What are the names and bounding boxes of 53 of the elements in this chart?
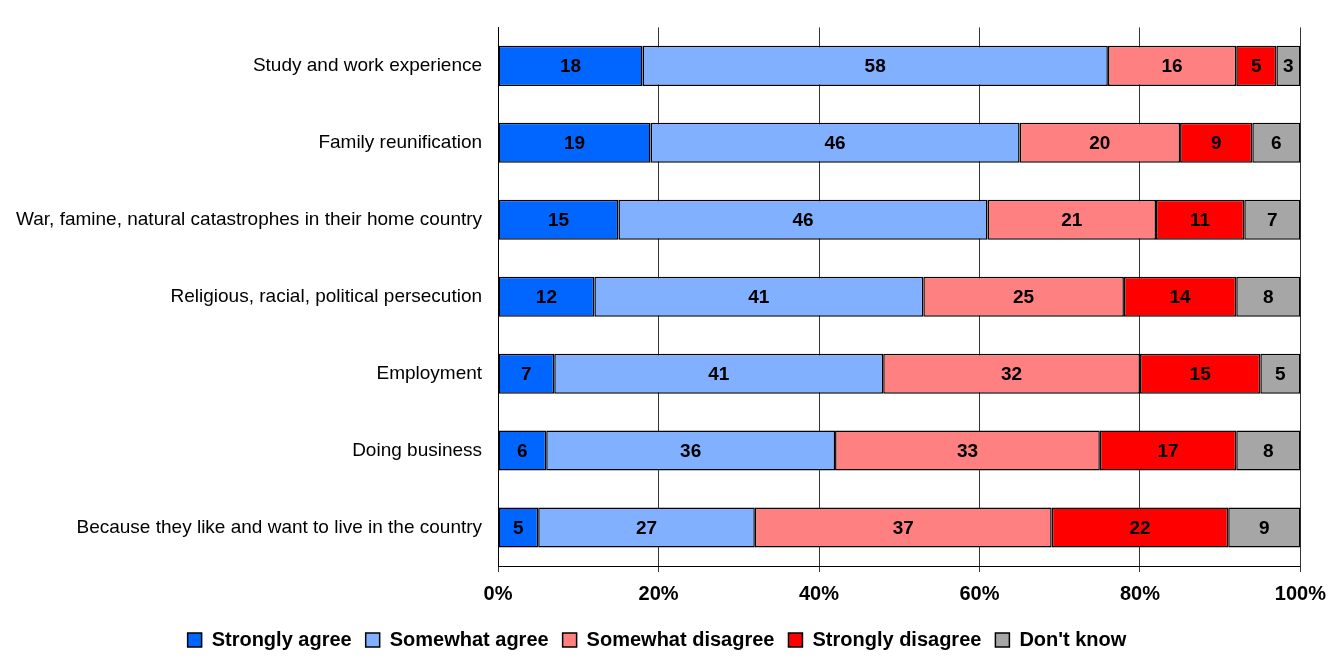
y-tick-label: Religious, racial, political persecution	[170, 284, 483, 306]
data-label: 7	[521, 362, 532, 384]
y-tick-label: Because they like and want to live in the country	[76, 515, 483, 537]
data-label: 12	[535, 285, 557, 307]
data-label: 33	[956, 439, 979, 461]
data-label: 8	[1263, 439, 1274, 461]
data-label: 8	[1263, 285, 1274, 307]
legend-label: Somewhat agree	[389, 627, 549, 650]
y-tick-label: Doing business	[352, 438, 483, 460]
data-label: 27	[635, 516, 658, 538]
x-tick-label: 100%	[1274, 581, 1327, 604]
x-tick-label: 80%	[1119, 581, 1161, 604]
legend-label: Somewhat disagree	[586, 627, 775, 650]
y-tick-label: Study and work experience	[252, 54, 483, 76]
data-label: 46	[792, 208, 814, 230]
data-label: 46	[824, 132, 846, 154]
data-label: 36	[680, 439, 702, 461]
data-label: 7	[1267, 208, 1278, 230]
x-tick-label: 40%	[799, 581, 840, 604]
y-tick-label: Employment	[376, 361, 483, 383]
data-label: 14	[1169, 285, 1192, 307]
data-label: 15	[547, 208, 570, 230]
data-label: 5	[1251, 55, 1263, 77]
data-label: 41	[708, 362, 730, 384]
data-label: 32	[1001, 362, 1023, 384]
data-label: 20	[1089, 132, 1111, 154]
legend-label: Strongly agree	[211, 627, 352, 650]
data-label: 16	[1161, 55, 1183, 77]
data-label: 3	[1283, 55, 1294, 77]
data-label: 17	[1157, 439, 1179, 461]
data-label: 22	[1129, 516, 1151, 538]
legend-label: Don't know	[1019, 627, 1127, 650]
x-tick-label: 20%	[638, 581, 679, 604]
x-tick-label: 0%	[483, 581, 513, 604]
data-label: 58	[864, 55, 886, 77]
data-label: 5	[513, 516, 525, 538]
data-label: 9	[1210, 132, 1222, 154]
data-label: 11	[1190, 208, 1211, 230]
data-label: 21	[1061, 208, 1083, 230]
data-label: 19	[563, 132, 586, 154]
data-label: 6	[1271, 132, 1282, 154]
data-label: 5	[1275, 362, 1287, 384]
data-label: 18	[559, 55, 582, 77]
data-label: 37	[892, 516, 914, 538]
y-tick-label: Family reunification	[318, 131, 483, 153]
data-label: 9	[1259, 516, 1270, 538]
x-tick-label: 60%	[959, 581, 1000, 604]
data-label: 6	[517, 439, 528, 461]
y-tick-label: War, famine, natural catastrophes in their home country	[16, 207, 483, 229]
data-label: 41	[748, 285, 770, 307]
data-label: 25	[1013, 285, 1035, 307]
legend-label: Strongly disagree	[812, 627, 982, 650]
data-label: 15	[1189, 362, 1212, 384]
